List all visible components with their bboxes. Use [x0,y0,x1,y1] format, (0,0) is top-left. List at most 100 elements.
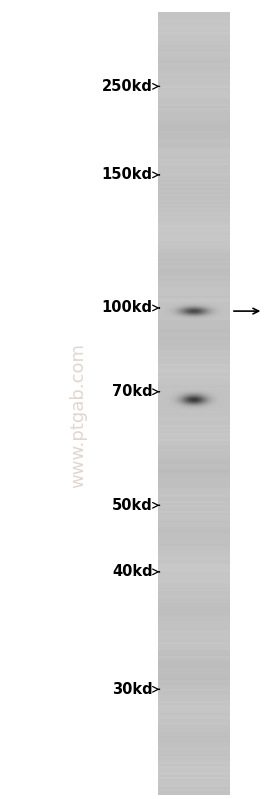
Bar [158,529,230,531]
Bar [158,603,230,605]
Bar [158,733,230,734]
Bar [158,116,230,117]
Bar [158,683,230,686]
Bar [158,286,230,288]
Bar [158,750,230,752]
Bar [158,634,230,637]
Bar [158,405,230,407]
Bar [158,170,230,173]
Bar [158,687,230,690]
Bar [158,43,230,46]
Bar [158,233,230,235]
Bar [158,705,230,707]
Bar [158,513,230,515]
Bar [158,71,230,73]
Bar [158,726,230,729]
Bar [158,372,230,374]
Bar [158,648,230,650]
Bar [158,662,230,664]
Bar [158,591,230,594]
Bar [158,568,230,570]
Bar [158,793,230,795]
Bar [158,509,230,511]
Bar [158,672,230,674]
Bar [158,304,230,305]
Bar [158,256,230,259]
Bar [158,124,230,125]
Bar [158,35,230,38]
Bar [158,325,230,327]
Bar [158,24,230,26]
Bar [158,157,230,159]
Bar [158,356,230,359]
Bar [158,400,230,402]
Bar [158,264,230,266]
Bar [158,81,230,82]
Bar [158,746,230,748]
Bar [158,544,230,547]
Bar [158,637,230,638]
Bar [158,331,230,333]
Bar [158,51,230,53]
Bar [158,128,230,129]
Bar [158,85,230,86]
Bar [158,382,230,384]
Bar [158,321,230,324]
Bar [158,316,230,317]
Bar [158,208,230,209]
Bar [158,476,230,478]
Bar [158,53,230,55]
Bar [158,252,230,255]
Bar [158,69,230,71]
Bar [158,46,230,47]
Bar [158,487,230,490]
Bar [158,30,230,31]
Bar [158,433,230,435]
Bar [158,615,230,617]
Bar [158,268,230,270]
Bar [158,777,230,779]
Bar [158,50,230,51]
Bar [158,327,230,329]
Bar [158,178,230,181]
Bar [158,109,230,112]
Bar [158,757,230,760]
Bar [158,380,230,382]
Bar [158,14,230,16]
Bar [158,280,230,282]
Bar [158,618,230,621]
Bar [158,92,230,94]
Bar [158,63,230,65]
Bar [158,429,230,431]
Bar [158,82,230,85]
Bar [158,674,230,676]
Bar [158,607,230,609]
Bar [158,241,230,243]
Bar [158,284,230,286]
Bar [158,363,230,364]
Bar [158,337,230,339]
Bar [158,227,230,229]
Bar [158,188,230,190]
Bar [158,415,230,417]
Bar [158,630,230,633]
Text: 70kd: 70kd [112,384,153,400]
Bar [158,694,230,695]
Bar [158,388,230,390]
Bar [158,390,230,392]
Bar [158,31,230,34]
Bar [158,360,230,363]
Bar [158,760,230,761]
Bar [158,185,230,186]
Bar [158,605,230,607]
Bar [158,646,230,648]
Bar [158,248,230,251]
Bar [158,717,230,718]
Bar [158,209,230,212]
Text: 250kd: 250kd [102,79,153,93]
Bar [158,411,230,413]
Bar [158,722,230,725]
Bar [158,564,230,566]
Bar [158,490,230,491]
Bar [158,313,230,316]
